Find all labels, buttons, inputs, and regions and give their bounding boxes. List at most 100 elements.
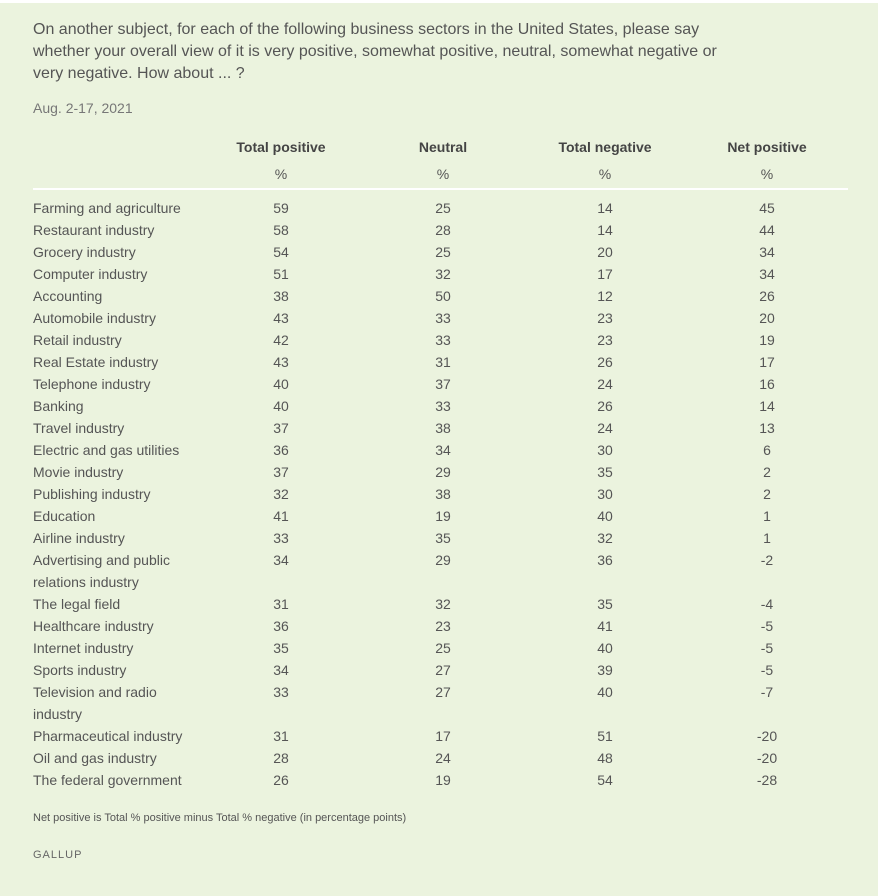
total-negative-cell: 23 bbox=[597, 332, 613, 348]
table-row: Computer industry 51 32 17 34 bbox=[33, 263, 848, 285]
neutral-cell: 50 bbox=[435, 288, 451, 304]
table-row: Movie industry 37 29 35 2 bbox=[33, 461, 848, 483]
row-label: Real Estate industry bbox=[33, 354, 159, 370]
total-negative-cell: 36 bbox=[597, 552, 613, 568]
net-positive-cell: 1 bbox=[763, 530, 771, 546]
table-row: Publishing industry 32 38 30 2 bbox=[33, 483, 848, 505]
neutral-cell: 29 bbox=[435, 552, 451, 568]
table-row: Restaurant industry 58 28 14 44 bbox=[33, 219, 848, 241]
total-negative-cell: 24 bbox=[597, 420, 613, 436]
table-row: Oil and gas industry 28 24 48 -20 bbox=[33, 747, 848, 769]
table-row: Automobile industry 43 33 23 20 bbox=[33, 307, 848, 329]
table-row: Television and radio industry 33 27 40 -7 bbox=[33, 681, 848, 725]
results-table: Total positive Neutral Total negative Ne… bbox=[33, 134, 848, 791]
net-positive-cell: 34 bbox=[759, 244, 775, 260]
net-positive-cell: 6 bbox=[763, 442, 771, 458]
total-negative-cell: 30 bbox=[597, 486, 613, 502]
total-positive-cell: 31 bbox=[273, 596, 289, 612]
net-positive-cell: 1 bbox=[763, 508, 771, 524]
neutral-cell: 25 bbox=[435, 200, 451, 216]
row-label: Farming and agriculture bbox=[33, 200, 181, 216]
table-row: Farming and agriculture 59 25 14 45 bbox=[33, 197, 848, 219]
total-negative-cell: 40 bbox=[597, 684, 613, 700]
neutral-cell: 31 bbox=[435, 354, 451, 370]
neutral-cell: 35 bbox=[435, 530, 451, 546]
total-positive-cell: 40 bbox=[273, 376, 289, 392]
neutral-cell: 19 bbox=[435, 772, 451, 788]
table-row: Electric and gas utilities 36 34 30 6 bbox=[33, 439, 848, 461]
net-positive-cell: -7 bbox=[760, 684, 774, 700]
net-positive-cell: 45 bbox=[759, 200, 775, 216]
total-negative-cell: 40 bbox=[597, 640, 613, 656]
total-positive-cell: 31 bbox=[273, 728, 289, 744]
row-label: Internet industry bbox=[33, 640, 134, 656]
row-label: The federal government bbox=[33, 772, 182, 788]
row-label: Airline industry bbox=[33, 530, 125, 546]
row-label: Telephone industry bbox=[33, 376, 151, 392]
table-row: Advertising and public relations industr… bbox=[33, 549, 848, 593]
unit-blank bbox=[33, 160, 200, 190]
row-label: The legal field bbox=[33, 596, 121, 612]
net-positive-cell: 16 bbox=[759, 376, 775, 392]
table-row: Education 41 19 40 1 bbox=[33, 505, 848, 527]
total-negative-cell: 17 bbox=[597, 266, 613, 282]
row-label: Restaurant industry bbox=[33, 222, 155, 238]
row-label: Pharmaceutical industry bbox=[33, 728, 183, 744]
total-positive-cell: 35 bbox=[273, 640, 289, 656]
total-negative-cell: 35 bbox=[597, 464, 613, 480]
total-negative-cell: 41 bbox=[597, 618, 613, 634]
table-row: Pharmaceutical industry 31 17 51 -20 bbox=[33, 725, 848, 747]
row-label: Oil and gas industry bbox=[33, 750, 157, 766]
total-negative-cell: 51 bbox=[597, 728, 613, 744]
total-positive-cell: 43 bbox=[273, 354, 289, 370]
neutral-cell: 33 bbox=[435, 398, 451, 414]
gallup-logo: GALLUP bbox=[33, 849, 83, 861]
spacer-row bbox=[33, 189, 848, 197]
row-label: Accounting bbox=[33, 288, 103, 304]
total-positive-cell: 58 bbox=[273, 222, 289, 238]
header-neutral: Neutral bbox=[418, 139, 468, 155]
spacer bbox=[33, 189, 848, 197]
net-positive-cell: 2 bbox=[763, 464, 771, 480]
total-negative-cell: 30 bbox=[597, 442, 613, 458]
table-row: Real Estate industry 43 31 26 17 bbox=[33, 351, 848, 373]
total-positive-cell: 54 bbox=[273, 244, 289, 260]
neutral-cell: 32 bbox=[435, 266, 451, 282]
row-label: Grocery industry bbox=[33, 244, 136, 260]
table-row: Telephone industry 40 37 24 16 bbox=[33, 373, 848, 395]
net-positive-cell: -2 bbox=[760, 552, 774, 568]
header-blank bbox=[33, 134, 200, 160]
neutral-cell: 24 bbox=[435, 750, 451, 766]
row-label: Retail industry bbox=[33, 332, 122, 348]
table-row: Accounting 38 50 12 26 bbox=[33, 285, 848, 307]
total-positive-cell: 41 bbox=[273, 508, 289, 524]
net-positive-cell: 17 bbox=[759, 354, 775, 370]
neutral-cell: 33 bbox=[435, 332, 451, 348]
footnote: Net positive is Total % positive minus T… bbox=[33, 812, 407, 824]
table-row: Internet industry 35 25 40 -5 bbox=[33, 637, 848, 659]
row-label: Sports industry bbox=[33, 662, 127, 678]
unit-row: % % % % bbox=[33, 160, 848, 190]
net-positive-cell: 44 bbox=[759, 222, 775, 238]
total-negative-cell: 26 bbox=[597, 398, 613, 414]
unit-label: % bbox=[200, 160, 362, 190]
total-negative-cell: 24 bbox=[597, 376, 613, 392]
net-positive-cell: 19 bbox=[759, 332, 775, 348]
header-total-negative: Total negative bbox=[558, 139, 652, 155]
net-positive-cell: -20 bbox=[756, 750, 778, 766]
total-positive-cell: 38 bbox=[273, 288, 289, 304]
net-positive-cell: 20 bbox=[759, 310, 775, 326]
net-positive-cell: 14 bbox=[759, 398, 775, 414]
net-positive-cell: -5 bbox=[760, 640, 774, 656]
row-label: Travel industry bbox=[33, 420, 125, 436]
unit-label: % bbox=[686, 160, 848, 190]
table-row: Airline industry 33 35 32 1 bbox=[33, 527, 848, 549]
row-label: Banking bbox=[33, 398, 84, 414]
net-positive-cell: -20 bbox=[756, 728, 778, 744]
neutral-cell: 29 bbox=[435, 464, 451, 480]
table-row: Sports industry 34 27 39 -5 bbox=[33, 659, 848, 681]
total-negative-cell: 14 bbox=[597, 222, 613, 238]
net-positive-cell: 34 bbox=[759, 266, 775, 282]
net-positive-cell: 26 bbox=[759, 288, 775, 304]
neutral-cell: 38 bbox=[435, 486, 451, 502]
